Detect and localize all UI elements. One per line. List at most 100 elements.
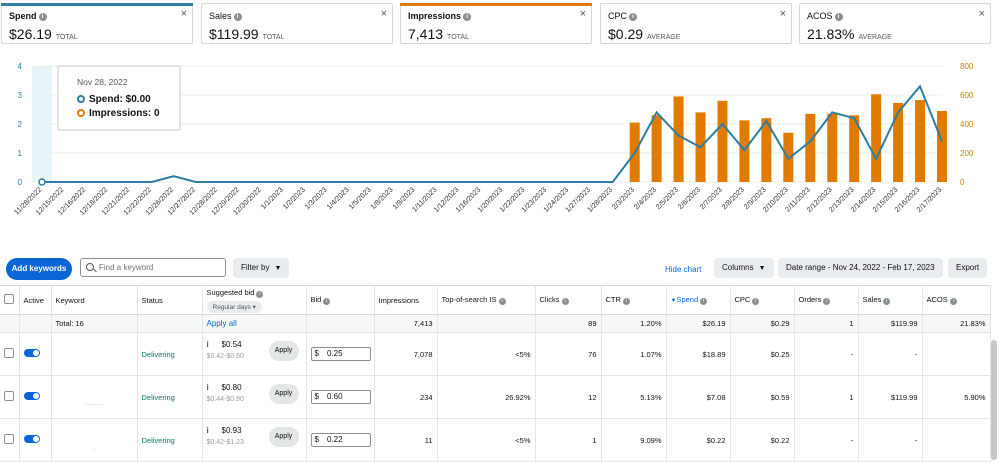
total-orders: 1 — [794, 314, 859, 333]
regular-days-dropdown[interactable]: Regular days ▾ — [206, 300, 262, 313]
info-icon[interactable]: i — [498, 298, 506, 305]
col-bid[interactable]: Bid i — [306, 285, 375, 315]
metric-card-spend[interactable]: Spend i $26.19 TOTAL × — [1, 3, 193, 44]
y-left-tick-label: 0 — [18, 178, 23, 187]
metric-card-cpc[interactable]: CPC i $0.29 AVERAGE × — [600, 3, 792, 44]
x-tick-label: 1/3/2023 — [303, 185, 329, 211]
table-header-row: Active Keyword Status Suggested bid i Reg… — [0, 285, 991, 315]
apply-all-link[interactable]: Apply all — [202, 314, 307, 333]
apply-button[interactable]: Apply — [268, 341, 299, 361]
select-all-cell — [0, 285, 20, 315]
metric-card-acos[interactable]: ACOS i 21.83% AVERAGE × — [799, 3, 991, 44]
col-ctr[interactable]: CTR i — [601, 285, 667, 315]
row-checkbox[interactable] — [4, 348, 14, 358]
row-checkbox[interactable] — [4, 434, 14, 444]
sort-desc-icon: ▼ — [670, 298, 677, 304]
hide-chart-link[interactable]: Hide chart — [665, 265, 702, 274]
active-toggle[interactable] — [23, 392, 40, 400]
col-top-of-search[interactable]: Top-of-search IS i — [437, 285, 536, 315]
info-icon[interactable]: i — [206, 383, 209, 392]
info-icon[interactable]: i — [323, 298, 331, 305]
x-tick-label: 1/5/2023 — [347, 185, 373, 211]
cpc-cell: $0.59 — [730, 375, 795, 419]
suggested-bid-value: $0.54 — [221, 340, 242, 349]
active-toggle[interactable] — [23, 435, 40, 443]
date-range-button[interactable]: Date range - Nov 24, 2022 - Feb 17, 2023 — [778, 258, 943, 278]
close-icon[interactable]: × — [779, 8, 786, 20]
table-row[interactable]: Delivering i $0.54 $0.42-$0.60 Apply $0.… — [0, 332, 991, 376]
col-keyword[interactable]: Keyword — [51, 285, 138, 315]
table-row[interactable]: ··· ·····, ··· Delivering i $0.80 $0.44-… — [0, 375, 991, 419]
active-toggle[interactable] — [23, 349, 40, 357]
info-icon[interactable]: i — [622, 298, 630, 305]
suggested-bid-range: $0.44-$0.90 — [206, 396, 244, 403]
col-orders[interactable]: Orders i — [794, 285, 859, 315]
col-active[interactable]: Active — [19, 285, 52, 315]
col-sales[interactable]: Sales i — [858, 285, 923, 315]
clicks-cell: 1 — [535, 418, 602, 462]
info-icon[interactable]: i — [834, 13, 843, 21]
col-spend[interactable]: ▼Spend i — [666, 285, 731, 315]
spend-point — [38, 178, 46, 186]
filter-by-button[interactable]: Filter by ▼ — [233, 258, 290, 278]
metric-name: Impressions i — [408, 11, 472, 21]
ctr-cell: 5.13% — [601, 375, 667, 419]
select-all-checkbox[interactable] — [4, 294, 14, 304]
col-cpc[interactable]: CPC i — [730, 285, 795, 315]
col-impressions[interactable]: Impressions — [374, 285, 438, 315]
impressions-bar — [651, 115, 662, 182]
info-icon[interactable]: i — [823, 298, 831, 305]
total-sales: $119.99 — [858, 314, 923, 333]
cpc-cell: $0.22 — [730, 418, 795, 462]
metric-card-sales[interactable]: Sales i $119.99 TOTAL × — [201, 3, 393, 44]
info-icon[interactable]: i — [949, 298, 957, 305]
col-status[interactable]: Status — [137, 285, 203, 315]
impressions-bar — [805, 113, 816, 182]
x-tick-label: 1/4/2023 — [325, 185, 351, 211]
table-row[interactable]: ·· Delivering i $0.93 $0.42-$1.23 Apply … — [0, 418, 991, 462]
bid-input[interactable]: $0.22 — [310, 433, 371, 447]
info-icon[interactable]: i — [256, 290, 264, 298]
info-icon[interactable]: i — [700, 298, 708, 305]
search-input[interactable]: Find a keyword — [80, 258, 226, 277]
metric-name: ACOS i — [807, 11, 843, 21]
chart-svg[interactable]: 01234020040060080011/28/202212/15/202212… — [0, 54, 1000, 244]
y-right-tick-label: 600 — [960, 91, 974, 100]
close-icon[interactable]: × — [380, 8, 387, 20]
apply-button[interactable]: Apply — [268, 384, 299, 404]
info-icon[interactable]: i — [463, 13, 472, 21]
info-icon[interactable]: i — [883, 298, 891, 305]
clicks-cell: 12 — [535, 375, 602, 419]
add-keywords-button[interactable]: Add keywords — [6, 258, 72, 280]
info-icon[interactable]: i — [206, 340, 209, 349]
info-icon[interactable]: i — [38, 13, 47, 21]
info-icon[interactable]: i — [233, 13, 242, 21]
impressions-cell: 11 — [374, 418, 438, 462]
status-cell: Delivering — [137, 418, 203, 462]
close-icon[interactable]: × — [180, 8, 187, 20]
col-clicks[interactable]: Clicks i — [535, 285, 602, 315]
bid-input[interactable]: $0.25 — [310, 347, 371, 361]
table-scrollbar[interactable] — [991, 340, 997, 460]
performance-chart: 0 1 2 3 4 0 200 400 600 800 11/28/2022 12/15/2022 12… — [0, 54, 1000, 244]
col-suggested-bid[interactable]: Suggested bid i Regular days ▾ — [202, 285, 307, 315]
ctr-cell: 1.07% — [601, 332, 667, 376]
row-checkbox[interactable] — [4, 391, 14, 401]
info-icon[interactable]: i — [561, 298, 569, 305]
info-icon[interactable]: i — [752, 298, 760, 305]
bid-input[interactable]: $0.60 — [310, 390, 371, 404]
impressions-cell: 7,078 — [374, 332, 438, 376]
col-acos[interactable]: ACOS i — [922, 285, 991, 315]
apply-button[interactable]: Apply — [268, 427, 299, 447]
close-icon[interactable]: × — [978, 8, 985, 20]
close-icon[interactable]: × — [579, 8, 586, 20]
tooltip-impressions: Impressions: 0 — [89, 108, 160, 119]
metric-card-impressions[interactable]: Impressions i 7,413 TOTAL × — [400, 3, 592, 44]
x-tick-label: 1/2/2023 — [281, 185, 307, 211]
columns-button[interactable]: Columns ▼ — [714, 258, 774, 278]
info-icon[interactable]: i — [206, 426, 209, 435]
export-button[interactable]: Export — [948, 258, 988, 278]
x-tick-label: 2/8/2023 — [720, 185, 746, 211]
metric-value: 21.83% AVERAGE — [807, 26, 892, 42]
info-icon[interactable]: i — [629, 13, 638, 21]
